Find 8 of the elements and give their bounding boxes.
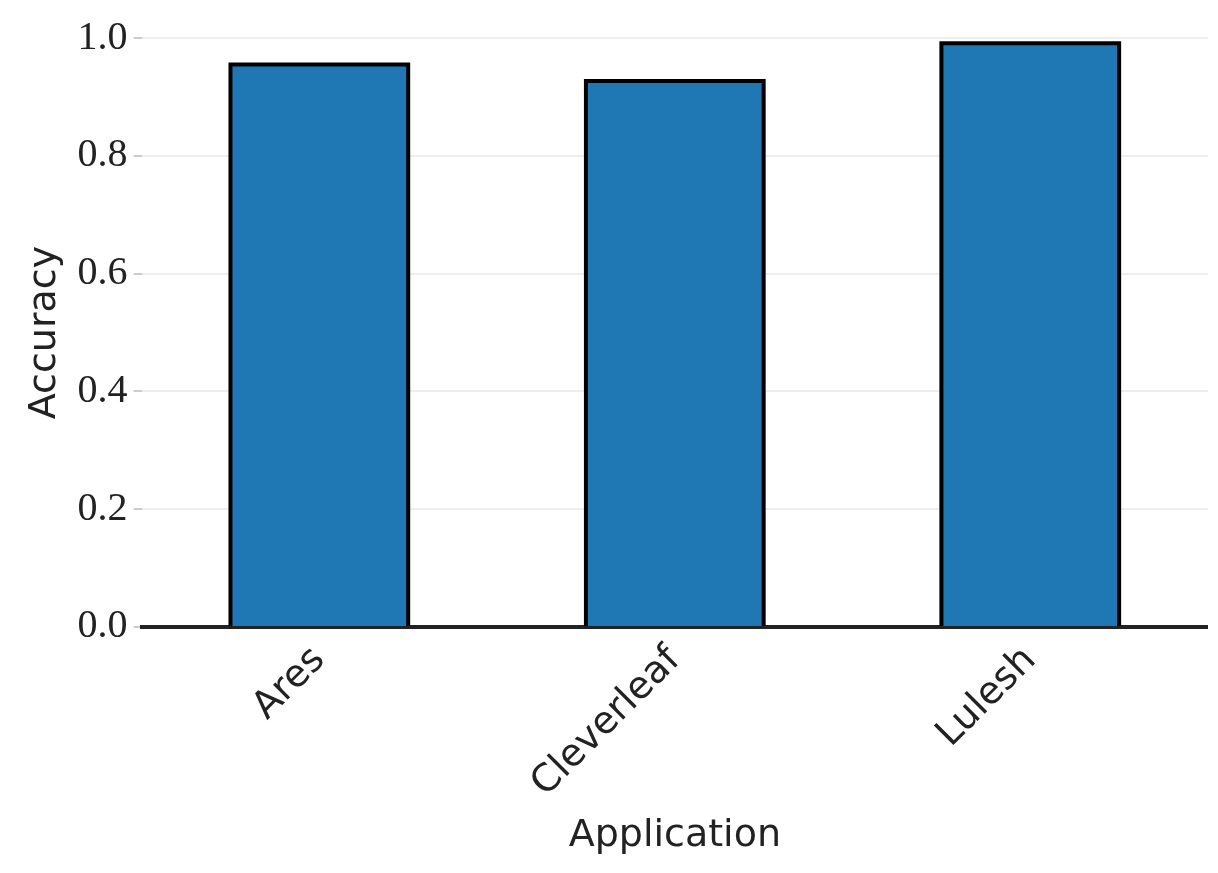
y-tick-label: 0.4	[77, 365, 128, 411]
y-tick-label: 0.0	[77, 601, 128, 647]
y-tick-label: 0.2	[77, 483, 128, 529]
y-tick-label: 0.8	[77, 130, 128, 176]
y-axis-title: Accuracy	[19, 245, 64, 420]
x-axis-title: Application	[568, 811, 781, 856]
y-tick-label: 0.6	[77, 248, 128, 294]
y-tick-label: 1.0	[77, 12, 128, 58]
